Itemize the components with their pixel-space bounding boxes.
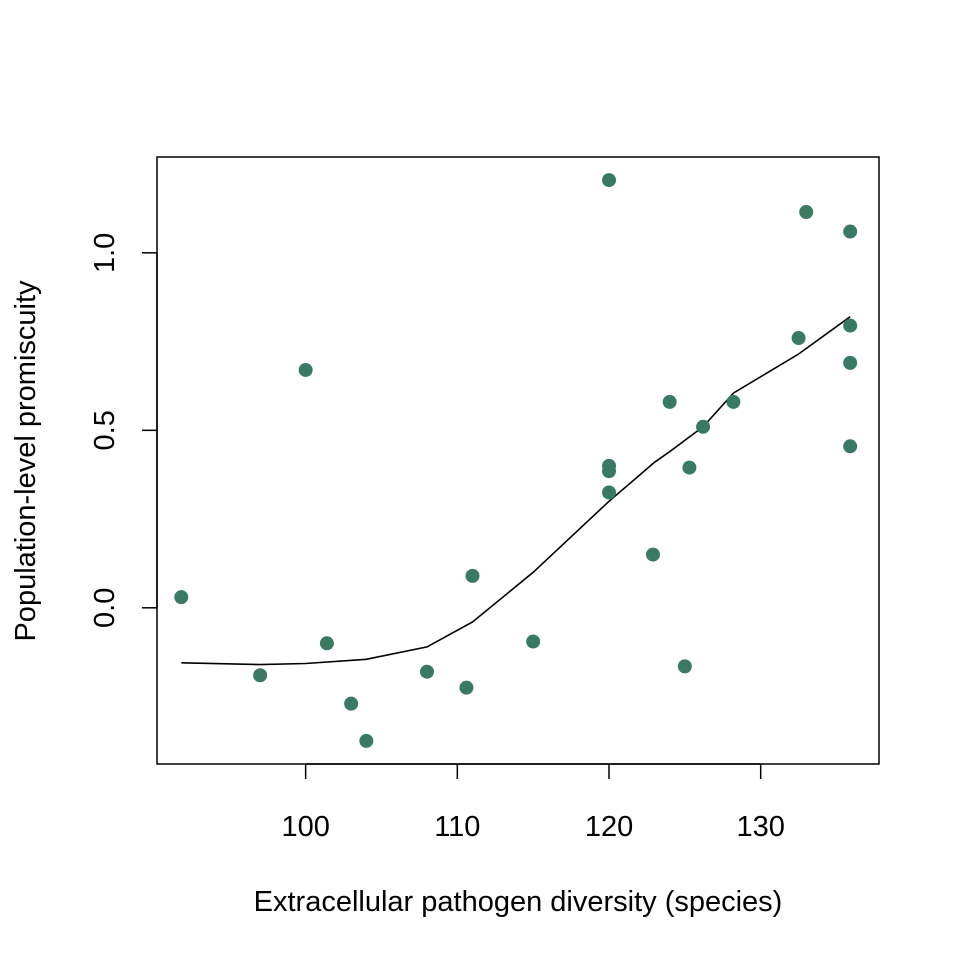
data-point bbox=[843, 318, 858, 333]
x-tick-label: 110 bbox=[434, 811, 480, 843]
y-tick-label: 0.0 bbox=[89, 588, 121, 628]
data-point bbox=[843, 224, 858, 239]
data-point bbox=[359, 733, 374, 748]
y-axis: 0.0 0.5 1.0 bbox=[89, 233, 158, 628]
x-axis-label: Extracellular pathogen diversity (specie… bbox=[254, 886, 783, 918]
data-point bbox=[791, 331, 806, 346]
data-point bbox=[602, 485, 617, 500]
data-point bbox=[253, 668, 268, 683]
data-point bbox=[843, 355, 858, 370]
data-point bbox=[843, 439, 858, 454]
trend-line bbox=[181, 316, 851, 666]
data-point bbox=[602, 464, 617, 479]
data-point bbox=[602, 173, 617, 188]
data-point bbox=[174, 590, 189, 605]
data-point bbox=[344, 696, 359, 711]
data-point bbox=[459, 680, 474, 695]
data-point bbox=[319, 636, 334, 651]
data-point bbox=[682, 460, 697, 475]
data-point bbox=[526, 634, 541, 649]
x-tick-label: 100 bbox=[281, 811, 329, 843]
y-tick-label: 0.5 bbox=[89, 410, 121, 450]
data-point bbox=[696, 419, 711, 434]
y-axis-label: Population-level promiscuity bbox=[10, 280, 42, 642]
x-tick-label: 130 bbox=[736, 811, 784, 843]
data-point bbox=[662, 394, 677, 409]
data-point bbox=[677, 659, 692, 674]
data-point bbox=[465, 568, 480, 583]
data-point bbox=[799, 205, 814, 220]
data-point bbox=[298, 362, 313, 377]
y-tick-label: 1.0 bbox=[89, 233, 121, 273]
data-point bbox=[645, 547, 660, 562]
x-axis: 100 110 120 130 bbox=[281, 763, 785, 843]
data-point bbox=[726, 394, 741, 409]
x-tick-label: 120 bbox=[585, 811, 633, 843]
data-points bbox=[174, 173, 858, 748]
data-point bbox=[419, 664, 434, 679]
